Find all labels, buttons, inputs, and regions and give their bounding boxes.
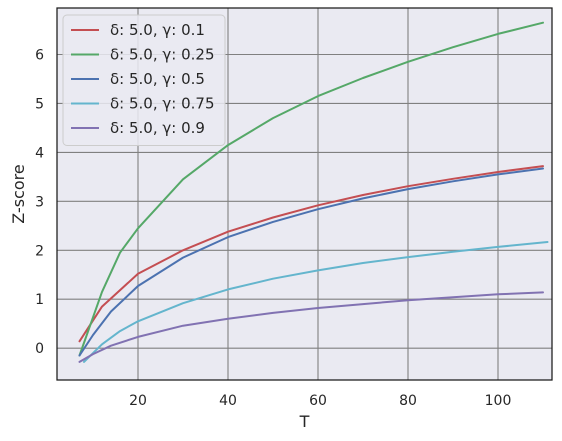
legend-entry-label: δ: 5.0, γ: 0.1: [110, 21, 205, 39]
y-tick-label: 3: [35, 194, 44, 210]
x-axis-label: T: [299, 412, 310, 431]
series-line-3: [78, 167, 544, 357]
series-line-5: [78, 291, 544, 363]
y-tick-label: 1: [35, 292, 44, 308]
x-tick-label: 100: [485, 393, 512, 409]
y-tick-label: 2: [35, 243, 44, 259]
legend-entry-label: δ: 5.0, γ: 0.9: [110, 119, 205, 137]
y-axis-ticks: 0 1 2 3 4 5 6: [35, 48, 44, 358]
x-tick-label: 80: [399, 393, 417, 409]
legend-box: [62, 14, 226, 146]
legend: δ: 5.0, γ: 0.1 δ: 5.0, γ: 0.25 δ: 5.0, γ: …: [62, 14, 226, 146]
x-tick-label: 60: [309, 393, 327, 409]
legend-entry-label: δ: 5.0, γ: 0.75: [110, 95, 215, 113]
series-line-2: [78, 21, 544, 357]
y-axis-label: Z-score: [9, 164, 28, 223]
x-tick-label: 20: [129, 393, 147, 409]
y-tick-label: 0: [35, 341, 44, 357]
x-axis-ticks: 20 40 60 80 100: [129, 393, 511, 409]
y-tick-label: 4: [35, 145, 44, 161]
x-tick-label: 40: [219, 393, 237, 409]
y-tick-label: 6: [35, 48, 44, 64]
y-tick-label: 5: [35, 96, 44, 112]
series-line-4: [83, 241, 549, 363]
series-line-1: [78, 165, 544, 343]
legend-entry-label: δ: 5.0, γ: 0.25: [110, 46, 215, 64]
legend-entry-label: δ: 5.0, γ: 0.5: [110, 70, 205, 88]
plot-frame: [56, 7, 553, 381]
series-lines: [78, 21, 549, 363]
